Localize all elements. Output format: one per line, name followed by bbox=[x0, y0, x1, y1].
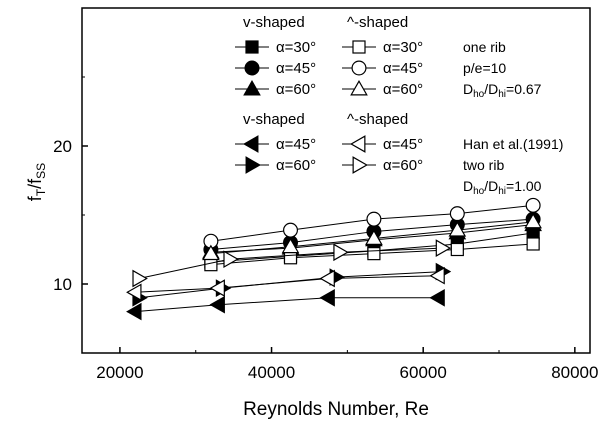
legend-label: α=30° bbox=[383, 39, 423, 56]
legend-marker bbox=[245, 40, 259, 54]
legend-ratio: Dho/Dhi=1.00 bbox=[463, 178, 542, 197]
x-tick-label: 20000 bbox=[96, 363, 143, 382]
data-point bbox=[524, 212, 542, 229]
y-tick-label: 10 bbox=[53, 275, 72, 294]
series-line bbox=[138, 247, 443, 279]
series bbox=[132, 239, 452, 288]
legend-note: p/e=10 bbox=[463, 60, 506, 76]
data-point bbox=[132, 269, 148, 288]
legend-label: α=45° bbox=[383, 136, 423, 153]
data-point bbox=[449, 206, 465, 222]
legend-ratio-part: ho bbox=[473, 89, 485, 100]
axes: 20000 40000 60000 80000 10 20 bbox=[53, 76, 598, 382]
series bbox=[202, 212, 542, 261]
legend-note: one rib bbox=[463, 39, 506, 55]
legend-header-v-shaped: v-shaped bbox=[243, 14, 305, 31]
data-point bbox=[367, 247, 381, 261]
data-point bbox=[429, 288, 445, 307]
legend-ratio-part: /D bbox=[484, 178, 498, 194]
legend-note: two rib bbox=[463, 157, 504, 173]
data-point bbox=[283, 222, 299, 238]
legend-label: α=45° bbox=[276, 136, 316, 153]
legend-marker bbox=[245, 156, 262, 174]
legend-note: Han et al.(1991) bbox=[463, 136, 563, 152]
legend-label: α=45° bbox=[383, 60, 423, 77]
data-point bbox=[319, 269, 335, 288]
data-point bbox=[126, 283, 142, 302]
legend-ratio-part: D bbox=[463, 81, 473, 97]
series bbox=[126, 266, 445, 302]
legend-marker bbox=[350, 79, 368, 96]
x-tick-label: 40000 bbox=[248, 363, 295, 382]
legend-header-v-shaped: v-shaped bbox=[243, 111, 305, 128]
data-point bbox=[209, 295, 225, 314]
series-group bbox=[126, 197, 542, 321]
legend-marker bbox=[352, 156, 369, 174]
legend-header-caret-shaped: ^-shaped bbox=[347, 111, 408, 128]
data-point bbox=[209, 279, 225, 297]
legend-bottom: v-shaped ^-shaped α=45° α=45° α=60° α=60° Han … bbox=[235, 111, 563, 197]
data-point bbox=[202, 244, 220, 261]
series bbox=[126, 288, 445, 321]
data-point bbox=[435, 239, 452, 257]
legend-marker bbox=[352, 40, 366, 54]
legend-label: α=60° bbox=[276, 157, 316, 174]
x-axis-label: Reynolds Number, Re bbox=[243, 399, 429, 420]
legend-ratio-part: hi bbox=[498, 186, 506, 197]
data-point bbox=[366, 211, 382, 227]
legend-label: α=60° bbox=[276, 81, 316, 98]
legend-label: α=30° bbox=[276, 39, 316, 56]
legend-marker bbox=[351, 60, 367, 76]
y-axis-label: fT/fSS bbox=[25, 163, 48, 201]
data-point bbox=[525, 197, 541, 213]
data-point bbox=[283, 251, 298, 265]
legend-ratio-part: =1.00 bbox=[506, 178, 542, 194]
data-point bbox=[429, 266, 445, 285]
legend-ratio: Dho/Dhi=0.67 bbox=[463, 81, 542, 100]
series-line bbox=[135, 275, 439, 293]
legend-label: α=45° bbox=[276, 60, 316, 77]
legend-top: v-shaped ^-shaped α=30° α=30° α=45° α=45° α=60… bbox=[235, 14, 542, 100]
data-point bbox=[450, 242, 464, 257]
y-axis-label-sub2: SS bbox=[34, 163, 48, 179]
y-axis-label-sub1: T bbox=[34, 188, 48, 196]
legend-label: α=60° bbox=[383, 157, 423, 174]
legend-ratio-part: =0.67 bbox=[506, 81, 542, 97]
legend-marker bbox=[244, 60, 260, 76]
y-axis-label-mid: /f bbox=[25, 178, 45, 189]
legend-ratio-part: ho bbox=[473, 186, 485, 197]
series bbox=[203, 197, 541, 249]
y-tick-label: 20 bbox=[53, 137, 72, 156]
legend-ratio-part: D bbox=[463, 178, 473, 194]
data-point bbox=[281, 237, 300, 254]
plot-frame bbox=[81, 7, 591, 354]
data-point bbox=[204, 258, 218, 272]
data-point bbox=[333, 243, 349, 262]
data-point bbox=[365, 229, 383, 245]
x-tick-label: 60000 bbox=[400, 363, 447, 382]
series-line bbox=[138, 271, 443, 299]
data-point bbox=[526, 237, 540, 251]
legend-header-caret-shaped: ^-shaped bbox=[347, 14, 408, 31]
legend-ratio-part: /D bbox=[484, 81, 498, 97]
data-point bbox=[126, 302, 142, 321]
legend-marker bbox=[349, 135, 366, 153]
series-line bbox=[135, 297, 439, 313]
y-axis-label-f: f bbox=[25, 195, 45, 201]
legend-ratio-part: hi bbox=[498, 89, 506, 100]
data-point bbox=[448, 221, 467, 237]
legend-marker bbox=[242, 135, 259, 153]
data-point bbox=[223, 250, 239, 268]
legend-marker bbox=[243, 79, 261, 96]
legend-label: α=60° bbox=[383, 81, 423, 98]
x-tick-label: 80000 bbox=[551, 363, 598, 382]
data-point bbox=[319, 288, 335, 307]
